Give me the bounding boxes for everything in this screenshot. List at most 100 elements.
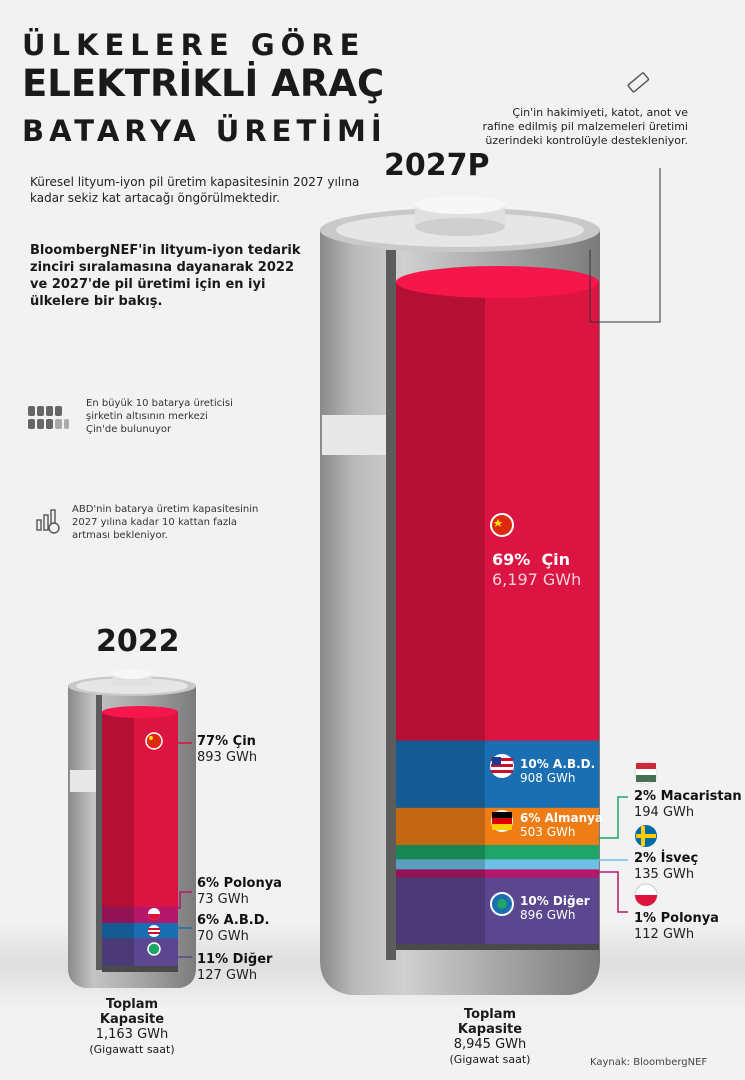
- title-line-3: BATARYA ÜRETİMİ: [22, 114, 387, 148]
- label-2022-other-percent: 11: [197, 952, 216, 967]
- segment-2027P-6: [396, 877, 599, 945]
- total-2027-value: 8,945 GWh: [453, 1037, 527, 1052]
- battery-icon: [627, 72, 650, 93]
- label-2027-sweden-value: 135 GWh: [634, 867, 695, 882]
- year-2022-title: 2022: [96, 624, 180, 659]
- label-2027-germany-name: Almanya: [544, 811, 604, 825]
- flag-hungary-icon: [634, 761, 658, 785]
- segment-2027P-4: [396, 859, 599, 870]
- label-2027-china-value: 6,197 GWh: [492, 570, 582, 589]
- battery-2022-stack: [102, 706, 178, 972]
- label-2027-china: 69% Çin 6,197 GWh: [492, 550, 582, 589]
- total-2027-unit: (Gigawat saat): [449, 1053, 531, 1066]
- connector-2022-poland: [176, 891, 192, 909]
- label-2022-usa: 6% A.B.D. 70 GWh: [197, 913, 270, 944]
- total-2027-label-1: Toplam: [463, 1007, 517, 1022]
- label-2022-usa-name: A.B.D.: [223, 913, 270, 928]
- segment-2027P-5: [396, 869, 599, 879]
- label-2027-germany: 6% Almanya 503 GWh: [520, 811, 604, 839]
- flag-2027-germany-icon: [491, 810, 513, 832]
- label-2027-sweden-name: İsveç: [660, 851, 699, 866]
- segment-2027P-2: [396, 807, 599, 846]
- connector-2027-poland: [598, 871, 628, 913]
- stack-top-cap-2027P: [396, 266, 599, 298]
- label-2027-china-name: Çin: [541, 550, 571, 569]
- total-2022-label-2: Kapasite: [99, 1012, 165, 1027]
- flag-2022-china-icon: [145, 732, 163, 750]
- fact-usa: ABD'nin batarya üretim kapasitesinin 202…: [72, 504, 259, 541]
- growth-chart-icon: [36, 509, 60, 534]
- label-2022-usa-value: 70 GWh: [197, 929, 249, 944]
- label-2022-poland: 6% Polonya 73 GWh: [197, 876, 282, 907]
- title-line-2: ELEKTRİKLİ ARAÇ: [22, 62, 385, 105]
- label-2022-china-percent: 77: [197, 734, 216, 749]
- total-2022-value: 1,163 GWh: [95, 1027, 169, 1042]
- stack-bottom-2022: [102, 966, 178, 972]
- total-2022: Toplam Kapasite 1,163 GWh (Gigawatt saat…: [72, 997, 192, 1057]
- label-2027-other-name: Diğer: [552, 894, 590, 908]
- label-2027-other-percent: 10: [520, 894, 537, 908]
- label-2027-poland: 1% Polonya 112 GWh: [634, 911, 719, 942]
- label-2022-china-name: Çin: [232, 734, 256, 749]
- factory-grid-icon: [28, 406, 69, 429]
- flag-2022-other-icon: [147, 942, 161, 956]
- label-2027-poland-percent: 1: [634, 911, 644, 926]
- segment-2027P-3: [396, 845, 599, 860]
- segment-2027P-0: [396, 282, 599, 742]
- connector-lines: [173, 168, 661, 958]
- title-line-1: ÜLKELERE GÖRE: [22, 28, 366, 62]
- china-note: Çin'in hakimiyeti, katot, anot ve rafine…: [482, 106, 688, 147]
- connector-china-note: [589, 168, 661, 323]
- label-2022-poland-name: Polonya: [223, 876, 282, 891]
- label-2027-germany-value: 503 GWh: [520, 825, 576, 839]
- label-2027-usa-value: 908 GWh: [520, 771, 576, 785]
- label-2027-other-value: 896 GWh: [520, 908, 576, 922]
- label-2027-usa-percent: 10: [520, 757, 537, 771]
- label-2022-poland-value: 73 GWh: [197, 892, 249, 907]
- label-2022-usa-percent: 6: [197, 913, 207, 928]
- connector-2027-hungary: [598, 796, 628, 839]
- total-2022-label-1: Toplam: [105, 997, 159, 1012]
- total-2022-unit: (Gigawatt saat): [89, 1043, 175, 1056]
- label-2022-other-value: 127 GWh: [197, 968, 258, 983]
- intro-text: Küresel lityum-iyon pil üretim kapasites…: [30, 175, 360, 205]
- flag-sweden-icon: [635, 825, 657, 847]
- label-2027-china-percent: 69: [492, 550, 515, 569]
- stack-top-cap-2022: [102, 706, 178, 718]
- label-2027-usa: 10% A.B.D. 908 GWh: [520, 757, 596, 785]
- label-2027-sweden: 2% İsveç 135 GWh: [634, 851, 699, 882]
- label-2027-sweden-percent: 2: [634, 851, 644, 866]
- label-2022-china-value: 893 GWh: [197, 750, 258, 765]
- label-2027-hungary: 2% Macaristan 194 GWh: [634, 789, 742, 820]
- method-text: BloombergNEF'in lityum-iyon tedarik zinc…: [30, 243, 301, 309]
- label-2027-poland-name: Polonya: [660, 911, 719, 926]
- label-2022-china: 77% Çin 893 GWh: [197, 734, 258, 765]
- label-2027-hungary-percent: 2: [634, 789, 644, 804]
- flag-poland-icon: [634, 883, 658, 907]
- source-text: Kaynak: BloombergNEF: [590, 1057, 708, 1068]
- label-2027-germany-percent: 6: [520, 811, 529, 825]
- segment-2027P-1: [396, 740, 599, 809]
- label-2027-usa-name: A.B.D.: [552, 757, 596, 771]
- label-2027-other: 10% Diğer 896 GWh: [520, 894, 590, 922]
- segment-2022-0: [102, 712, 178, 908]
- battery-2027-stack: [396, 266, 599, 950]
- label-2022-other: 11% Diğer 127 GWh: [197, 952, 273, 983]
- segment-2022-1: [102, 907, 178, 924]
- label-2027-poland-value: 112 GWh: [634, 927, 695, 942]
- label-2027-hungary-name: Macaristan: [660, 789, 742, 804]
- flag-2027-usa-icon: [490, 754, 514, 778]
- year-2027-title: 2027P: [384, 148, 490, 183]
- stack-bottom-2027P: [396, 944, 599, 950]
- segment-2022-2: [102, 922, 178, 939]
- total-2027-label-2: Kapasite: [457, 1022, 523, 1037]
- flag-2027-china-icon: [490, 513, 514, 537]
- label-2027-hungary-value: 194 GWh: [634, 805, 695, 820]
- label-2022-other-name: Diğer: [232, 952, 273, 967]
- total-2027: Toplam Kapasite 8,945 GWh (Gigawat saat): [430, 1007, 550, 1067]
- fact-top10: En büyük 10 batarya üreticisi şirketin a…: [86, 398, 233, 435]
- flag-2022-usa-icon: [148, 925, 160, 937]
- flag-2022-poland-icon: [148, 908, 160, 920]
- segment-2022-3: [102, 938, 178, 967]
